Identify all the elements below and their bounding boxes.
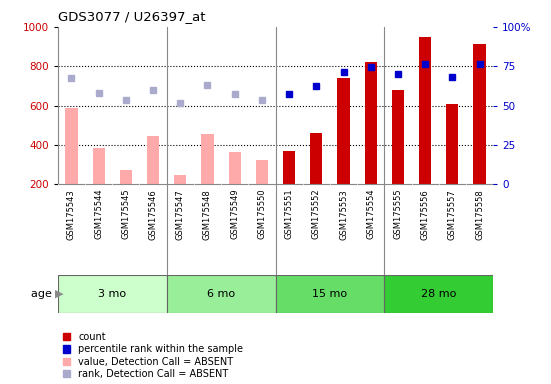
Bar xyxy=(337,78,350,184)
Text: GSM175549: GSM175549 xyxy=(230,189,239,240)
Text: GSM175546: GSM175546 xyxy=(149,189,158,240)
Text: GSM175558: GSM175558 xyxy=(475,189,484,240)
Text: GSM175548: GSM175548 xyxy=(203,189,212,240)
Text: GSM175553: GSM175553 xyxy=(339,189,348,240)
Bar xyxy=(174,175,186,184)
Bar xyxy=(256,160,268,184)
Bar xyxy=(310,133,322,184)
Text: GSM175550: GSM175550 xyxy=(257,189,266,240)
Bar xyxy=(58,275,166,313)
Bar xyxy=(446,104,458,184)
Text: GSM175547: GSM175547 xyxy=(176,189,185,240)
Bar xyxy=(229,152,241,184)
Text: age: age xyxy=(31,289,55,299)
Legend: count, percentile rank within the sample, value, Detection Call = ABSENT, rank, : count, percentile rank within the sample… xyxy=(63,332,244,379)
Text: GSM175554: GSM175554 xyxy=(366,189,375,240)
Text: 15 mo: 15 mo xyxy=(312,289,348,299)
Bar xyxy=(93,148,105,184)
Text: GSM175543: GSM175543 xyxy=(67,189,76,240)
Bar xyxy=(147,136,159,184)
Text: 6 mo: 6 mo xyxy=(207,289,235,299)
Text: GSM175552: GSM175552 xyxy=(312,189,321,240)
Text: GSM175545: GSM175545 xyxy=(121,189,131,240)
Text: GSM175556: GSM175556 xyxy=(420,189,430,240)
Bar xyxy=(66,108,78,184)
Bar xyxy=(473,44,485,184)
Bar xyxy=(385,275,493,313)
Text: GSM175557: GSM175557 xyxy=(448,189,457,240)
Bar xyxy=(120,170,132,184)
Bar xyxy=(166,275,276,313)
Text: ▶: ▶ xyxy=(55,289,63,299)
Bar xyxy=(392,90,404,184)
Text: GSM175544: GSM175544 xyxy=(94,189,103,240)
Bar xyxy=(365,62,377,184)
Text: GSM175555: GSM175555 xyxy=(393,189,402,240)
Text: 3 mo: 3 mo xyxy=(98,289,126,299)
Bar xyxy=(283,151,295,184)
Text: GDS3077 / U26397_at: GDS3077 / U26397_at xyxy=(58,10,206,23)
Text: 28 mo: 28 mo xyxy=(421,289,456,299)
Bar xyxy=(201,134,214,184)
Bar xyxy=(276,275,385,313)
Bar xyxy=(419,37,431,184)
Text: GSM175551: GSM175551 xyxy=(285,189,294,240)
